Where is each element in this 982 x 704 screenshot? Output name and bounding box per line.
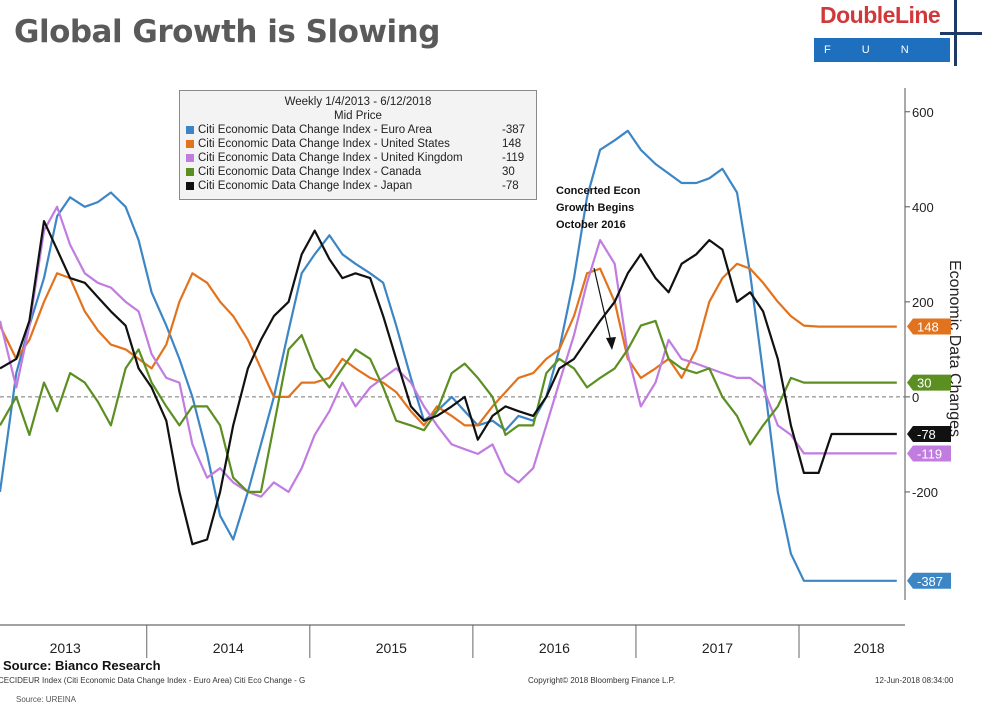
last-value-tag-2 xyxy=(907,445,951,462)
y-tick-label-3: 400 xyxy=(912,200,934,215)
x-tick-label-2015: 2015 xyxy=(376,640,407,656)
last-value-label-1: 148 xyxy=(917,320,939,335)
x-tick-label-2014: 2014 xyxy=(213,640,244,656)
legend-item: Citi Economic Data Change Index - United… xyxy=(180,151,536,165)
last-value-tag-1 xyxy=(907,318,951,335)
chart-legend: Weekly 1/4/2013 - 6/12/2018 Mid Price Ci… xyxy=(179,90,537,200)
last-value-tag-3 xyxy=(907,374,951,391)
legend-item-name: Citi Economic Data Change Index - Japan xyxy=(198,180,413,192)
legend-swatch xyxy=(186,182,194,190)
series-line-0 xyxy=(0,129,897,582)
annotation-line-2: Growth Begins xyxy=(556,202,635,214)
legend-swatch xyxy=(186,126,194,134)
last-value-tag-0 xyxy=(907,572,951,589)
legend-item-name: Citi Economic Data Change Index - Euro A… xyxy=(198,124,432,136)
series-line-4 xyxy=(0,220,897,546)
series-line-1 xyxy=(0,262,897,427)
chart-title: Global Growth is Slowing xyxy=(14,14,440,50)
legend-item-value: 30 xyxy=(502,166,515,178)
y-tick-label-0: -200 xyxy=(912,485,938,500)
last-value-label-0: -387 xyxy=(917,574,943,589)
series-line-3 xyxy=(0,319,897,493)
annotation-arrow-shaft xyxy=(593,267,613,347)
last-value-label-2: -119 xyxy=(917,446,942,461)
y-tick-label-1: 0 xyxy=(912,390,919,405)
ticker-note: CECIDEUR Index (Citi Economic Data Chang… xyxy=(0,676,306,685)
logo-horizontal-line xyxy=(940,32,982,35)
legend-heading-price: Mid Price xyxy=(334,110,382,122)
legend-item-name: Citi Economic Data Change Index - United… xyxy=(198,152,463,164)
annotation-line-1: Concerted Econ xyxy=(556,185,641,197)
legend-item-name: Citi Economic Data Change Index - United… xyxy=(198,138,450,150)
cut-source-note: Source: UREINA xyxy=(16,695,77,704)
last-value-label-3: 30 xyxy=(917,376,931,391)
legend-item: Citi Economic Data Change Index - Euro A… xyxy=(180,123,536,137)
source-note: Source: Bianco Research xyxy=(3,658,161,673)
x-tick-label-2017: 2017 xyxy=(702,640,733,656)
y-axis-label: Economic Data Changes xyxy=(946,260,963,437)
legend-item-value: 148 xyxy=(502,138,522,150)
legend-item: Citi Economic Data Change Index - United… xyxy=(180,137,536,151)
legend-item-value: -119 xyxy=(502,152,525,164)
y-tick-label-2: 200 xyxy=(912,295,934,310)
legend-item: Citi Economic Data Change Index - Japan -… xyxy=(180,179,536,193)
annotation-arrow-head xyxy=(606,337,616,350)
legend-heading-range: Weekly 1/4/2013 - 6/12/2018 xyxy=(284,96,432,108)
x-tick-label-2013: 2013 xyxy=(50,640,81,656)
last-value-tag-4 xyxy=(907,425,951,442)
y-tick-label-4: 600 xyxy=(912,105,934,120)
legend-swatch xyxy=(186,140,194,148)
logo-funds-bar: F U N D S xyxy=(814,38,950,80)
legend-swatch xyxy=(186,168,194,176)
timestamp-note: 12-Jun-2018 08:34:00 xyxy=(875,676,954,685)
logo-brand-text: DoubleLine xyxy=(820,2,941,28)
legend-item: Citi Economic Data Change Index - Canada… xyxy=(180,165,536,179)
annotation-line-3: October 2016 xyxy=(556,219,626,231)
doubleline-logo: DoubleLine F U N D S xyxy=(814,0,982,80)
copyright-note: Copyright© 2018 Bloomberg Finance L.P. xyxy=(528,676,676,685)
x-tick-label-2018: 2018 xyxy=(854,640,885,656)
legend-swatch xyxy=(186,154,194,162)
legend-item-value: -387 xyxy=(502,124,526,136)
series-line-2 xyxy=(0,205,897,498)
annotation-concerted-growth: Concerted Econ Growth Begins October 201… xyxy=(556,183,640,234)
x-tick-label-2016: 2016 xyxy=(539,640,570,656)
legend-item-value: -78 xyxy=(502,180,519,192)
legend-item-name: Citi Economic Data Change Index - Canada xyxy=(198,166,422,178)
last-value-label-4: -78 xyxy=(917,427,936,442)
